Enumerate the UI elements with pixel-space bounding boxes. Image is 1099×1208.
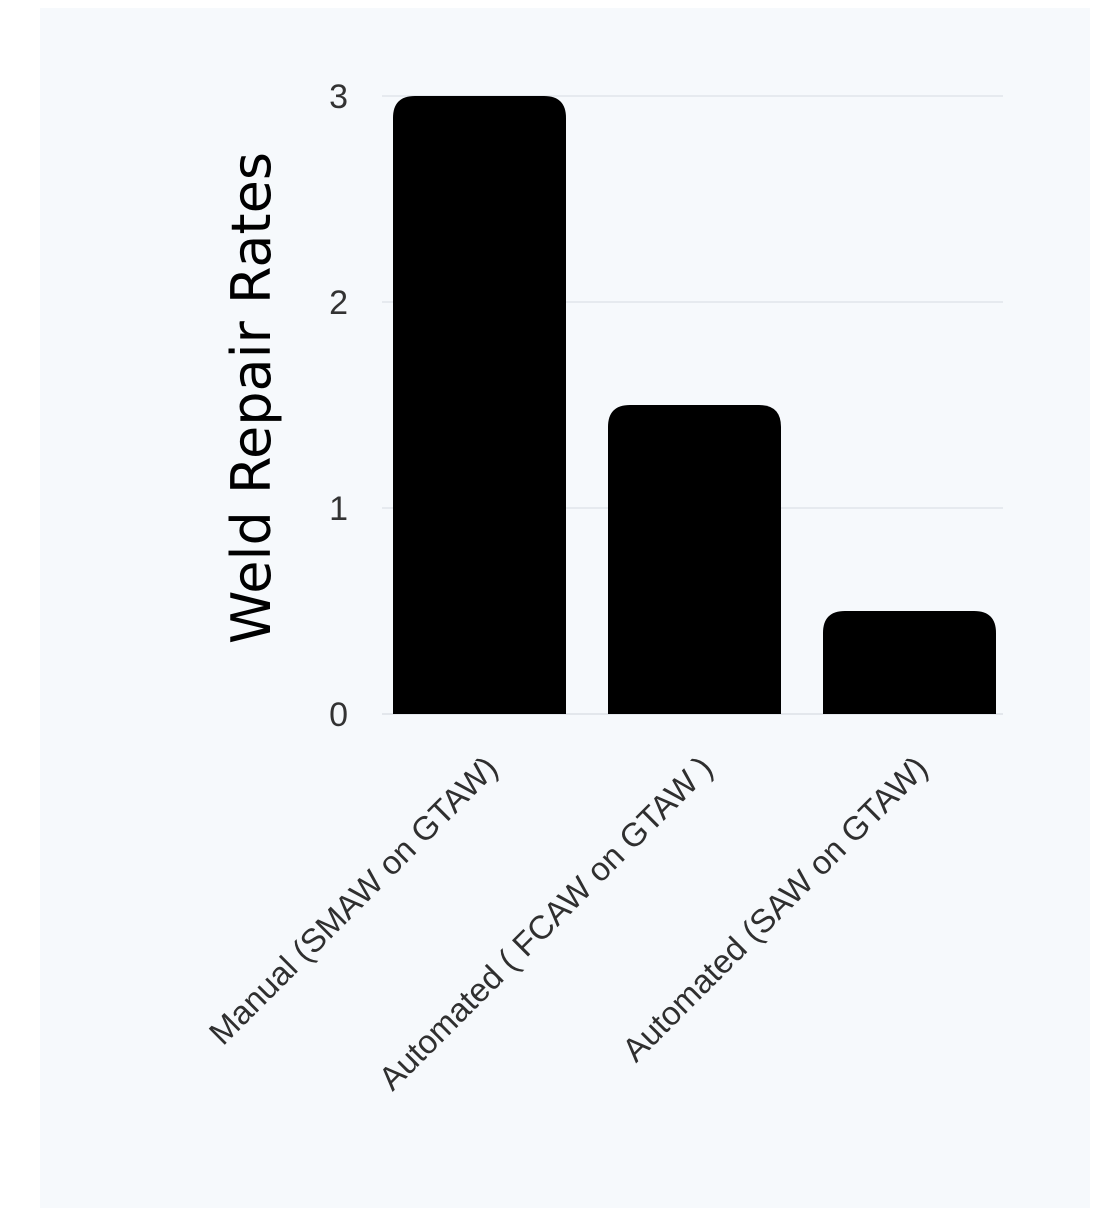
y-tick-labels: 0 1 2 3 [329, 78, 348, 734]
x-tick-labels: Manual (SMAW on GTAW)Automated ( FCAW on… [202, 749, 935, 1097]
y-axis-title: Weld Repair Rates [220, 152, 283, 644]
y-tick-label: 1 [329, 490, 348, 528]
y-tick-label: 0 [329, 696, 348, 734]
bar [823, 611, 996, 714]
bar [393, 96, 566, 714]
bars [393, 96, 996, 714]
x-tick-label: Automated ( FCAW on GTAW ) [371, 749, 719, 1097]
y-tick-label: 3 [329, 78, 348, 116]
y-tick-label: 2 [329, 284, 348, 322]
bar [608, 405, 781, 714]
